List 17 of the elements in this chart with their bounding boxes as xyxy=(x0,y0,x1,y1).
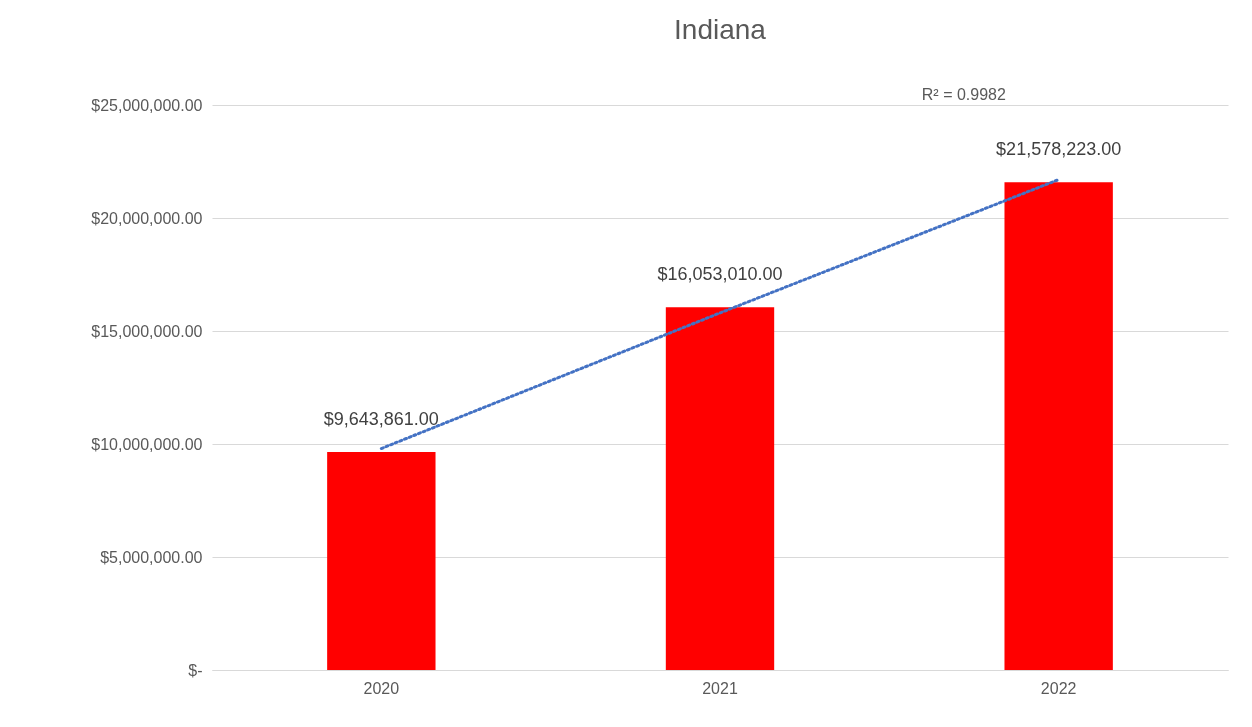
y-tick-label: $10,000,000.00 xyxy=(91,435,203,453)
bar xyxy=(1004,182,1113,670)
bar xyxy=(327,452,436,670)
data-label: $16,053,010.00 xyxy=(657,264,783,285)
x-tick-label: 2020 xyxy=(363,679,400,697)
y-tick-label: $20,000,000.00 xyxy=(91,209,203,227)
bar xyxy=(665,307,775,670)
text: R² = 0.9982 xyxy=(921,86,1006,103)
y-tick-label: $25,000,000.00 xyxy=(91,96,203,114)
chart-title: Indiana xyxy=(674,14,767,45)
data-label: $9,643,861.00 xyxy=(323,409,439,430)
x-tick-label: 2022 xyxy=(1040,679,1077,697)
x-tick-label: 2021 xyxy=(702,679,738,697)
data-label: $21,578,223.00 xyxy=(996,139,1122,160)
y-tick-label: $5,000,000.00 xyxy=(100,548,203,566)
y-tick-label: $- xyxy=(188,661,203,679)
y-tick-label: $15,000,000.00 xyxy=(91,322,203,340)
